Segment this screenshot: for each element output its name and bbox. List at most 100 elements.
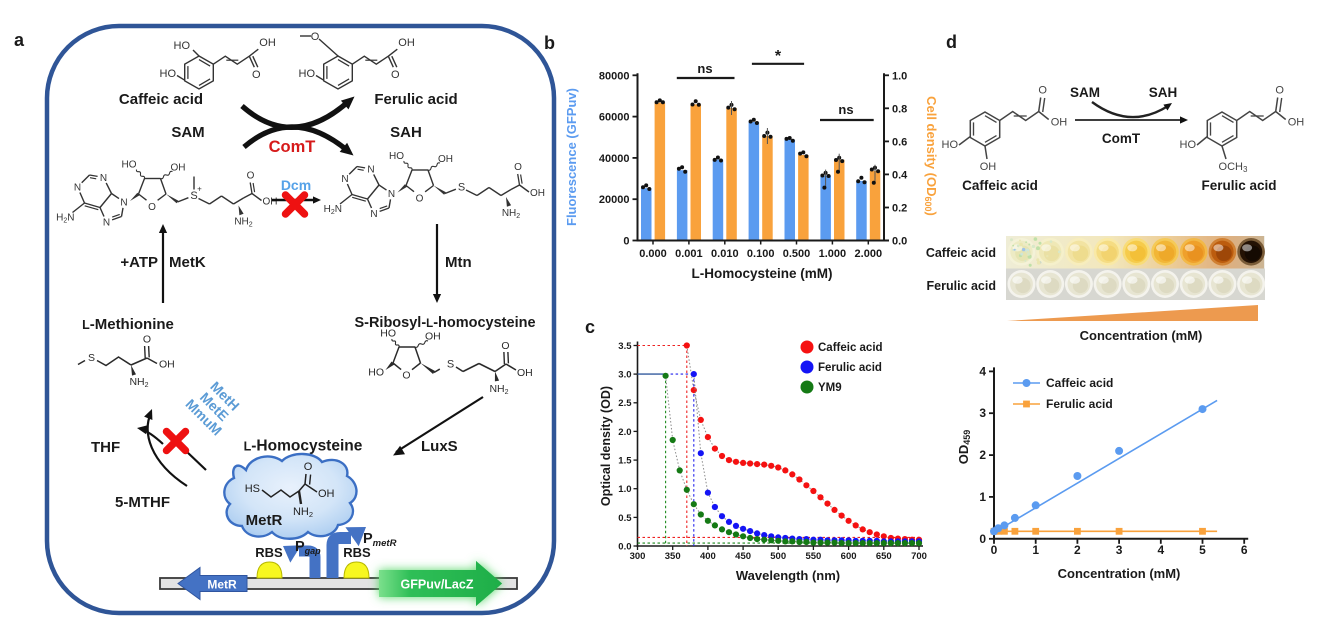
svg-text:L-Methionine: L-Methionine (82, 316, 174, 333)
svg-text:Wavelength (nm): Wavelength (nm) (736, 568, 840, 583)
svg-text:2.5: 2.5 (618, 398, 632, 409)
svg-text:0.2: 0.2 (892, 203, 907, 215)
svg-text:O: O (304, 461, 313, 473)
svg-text:H2N: H2N (324, 204, 342, 216)
svg-text:60000: 60000 (599, 112, 630, 124)
svg-text:1.0: 1.0 (618, 484, 631, 495)
svg-text:0.001: 0.001 (675, 248, 703, 260)
svg-text:NH2: NH2 (489, 383, 508, 396)
svg-text:YM9: YM9 (818, 382, 842, 394)
svg-text:0.0: 0.0 (892, 236, 907, 248)
svg-text:O: O (252, 69, 261, 81)
svg-text:ComT: ComT (269, 138, 316, 156)
svg-text:O: O (143, 334, 151, 346)
svg-text:RBS: RBS (255, 545, 283, 560)
svg-text:MetR: MetR (246, 512, 283, 529)
svg-text:d: d (946, 32, 957, 52)
svg-text:OH: OH (517, 367, 533, 379)
svg-text:HO: HO (1180, 139, 1197, 151)
svg-text:5-MTHF: 5-MTHF (115, 494, 170, 511)
svg-text:Ferulic acid: Ferulic acid (927, 279, 996, 293)
svg-text:+ATP: +ATP (120, 254, 158, 271)
svg-text:0.6: 0.6 (892, 136, 907, 148)
svg-text:N: N (120, 198, 127, 209)
svg-text:HO: HO (389, 151, 404, 162)
svg-text:Caffeic acid: Caffeic acid (962, 178, 1038, 193)
svg-text:a: a (14, 30, 25, 50)
svg-text:OH: OH (259, 37, 276, 49)
svg-text:1: 1 (979, 490, 986, 504)
svg-text:1.000: 1.000 (819, 248, 847, 260)
svg-text:L-Homocysteine (mM): L-Homocysteine (mM) (691, 266, 832, 281)
svg-text:4: 4 (1157, 543, 1164, 557)
svg-text:OH: OH (398, 37, 415, 49)
svg-text:NH2: NH2 (129, 376, 148, 389)
svg-text:3: 3 (979, 406, 986, 420)
svg-text:S-Ribosyl-L-homocysteine: S-Ribosyl-L-homocysteine (354, 315, 535, 331)
svg-text:ns: ns (697, 61, 712, 76)
svg-text:O: O (1038, 85, 1047, 97)
svg-text:0: 0 (991, 543, 998, 557)
svg-text:OH: OH (159, 359, 175, 371)
svg-text:Ferulic acid: Ferulic acid (374, 91, 457, 108)
svg-text:600: 600 (841, 551, 857, 562)
svg-text:GFPuv/LacZ: GFPuv/LacZ (401, 578, 474, 592)
svg-text:N: N (103, 218, 110, 229)
svg-text:0.0: 0.0 (618, 542, 631, 553)
svg-text:Cell density (OD600): Cell density (OD600) (923, 96, 939, 216)
svg-text:300: 300 (630, 551, 646, 562)
svg-text:3: 3 (1116, 543, 1123, 557)
svg-text:0.5: 0.5 (618, 513, 632, 524)
svg-text:0.010: 0.010 (711, 248, 739, 260)
svg-text:0.8: 0.8 (892, 103, 907, 115)
svg-text:O: O (311, 31, 320, 43)
svg-text:O: O (416, 194, 424, 205)
svg-text:700: 700 (911, 551, 927, 562)
svg-text:HO: HO (368, 367, 384, 379)
svg-text:HS: HS (245, 483, 260, 495)
svg-text:0.000: 0.000 (639, 248, 667, 260)
svg-text:LuxS: LuxS (421, 438, 458, 455)
svg-text:HO: HO (122, 160, 137, 171)
svg-text:SAM: SAM (171, 124, 204, 141)
svg-text:O: O (514, 162, 522, 173)
svg-text:Dcm: Dcm (281, 177, 311, 193)
svg-text:ComT: ComT (1102, 131, 1141, 146)
svg-text:550: 550 (805, 551, 821, 562)
svg-text:1.0: 1.0 (892, 70, 907, 82)
svg-text:400: 400 (700, 551, 716, 562)
svg-text:THF: THF (91, 439, 120, 456)
svg-text:OH: OH (1051, 117, 1068, 129)
svg-text:4: 4 (979, 364, 986, 378)
svg-text:Concentration (mM): Concentration (mM) (1080, 328, 1203, 343)
svg-text:N: N (388, 189, 395, 200)
svg-text:6: 6 (1241, 543, 1248, 557)
svg-text:NH2: NH2 (502, 208, 520, 220)
svg-text:2.0: 2.0 (618, 427, 631, 438)
svg-text:OH: OH (438, 154, 453, 165)
svg-text:OCH3: OCH3 (1219, 161, 1248, 174)
svg-text:HO: HO (174, 40, 191, 52)
svg-text:ns: ns (838, 102, 853, 117)
svg-text:500: 500 (770, 551, 786, 562)
svg-text:O: O (501, 340, 509, 352)
svg-text:N: N (341, 174, 348, 185)
svg-text:Ferulic acid: Ferulic acid (818, 362, 882, 374)
svg-text:Concentration (mM): Concentration (mM) (1058, 566, 1181, 581)
svg-text:*: * (775, 48, 782, 65)
svg-text:N: N (100, 173, 107, 184)
svg-text:b: b (544, 33, 555, 53)
svg-text:O: O (247, 171, 255, 182)
svg-text:5: 5 (1199, 543, 1206, 557)
svg-text:OH: OH (263, 197, 278, 208)
svg-text:Caffeic acid: Caffeic acid (818, 342, 883, 354)
svg-text:450: 450 (735, 551, 751, 562)
svg-text:2.000: 2.000 (855, 248, 883, 260)
svg-text:0: 0 (623, 236, 629, 248)
svg-text:2: 2 (1074, 543, 1081, 557)
svg-text:0.4: 0.4 (892, 169, 908, 181)
svg-text:O: O (1275, 85, 1284, 97)
svg-text:Ferulic acid: Ferulic acid (1201, 178, 1276, 193)
svg-text:O: O (148, 202, 156, 213)
svg-text:O: O (402, 370, 410, 382)
